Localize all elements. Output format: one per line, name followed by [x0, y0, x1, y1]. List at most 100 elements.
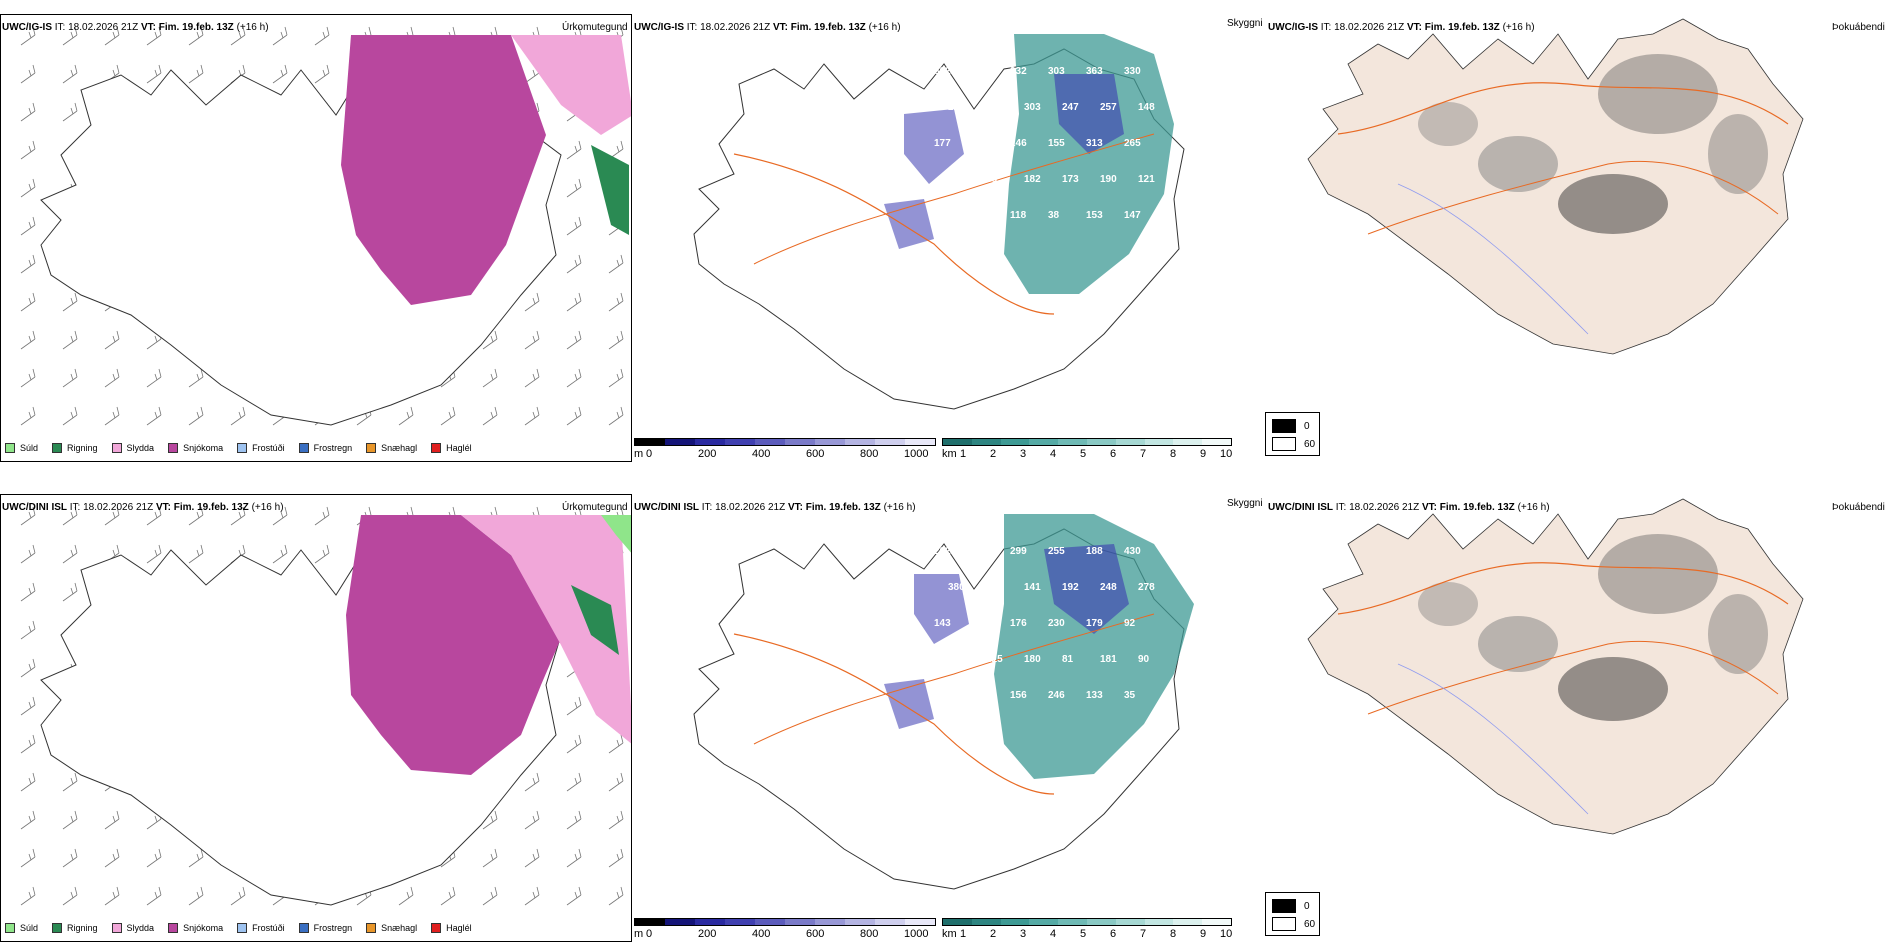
wind-barb — [566, 810, 582, 830]
wind-barb — [314, 544, 330, 564]
wind-barb — [104, 406, 120, 426]
cloud-base-value: 188 — [1086, 546, 1103, 557]
cloud-base-value: 35 — [1124, 690, 1136, 701]
precip-type-panel-2: Súld Rigning Slydda Snjókoma Frostúði Fr… — [0, 494, 632, 942]
cloud-base-value: 121 — [1138, 174, 1155, 185]
cloud-base-value: 781 — [986, 582, 1003, 593]
panel-title-2a: UWC/DINI ISL IT: 18.02.2026 21Z VT: Fim.… — [2, 502, 284, 513]
wind-barb — [566, 216, 582, 236]
cloud-base-value: 247 — [1062, 102, 1079, 113]
panel-variable-1a: Úrkomutegund — [562, 22, 628, 33]
wind-barb — [482, 406, 498, 426]
visibility-panel-1: 862 287 232 303 363 330 226 82 303 247 257 148 177 15… — [634, 14, 1266, 462]
wind-barb — [146, 848, 162, 868]
cloud-base-value: 255 — [1048, 546, 1065, 557]
cloud-base-value: 257 — [1100, 102, 1117, 113]
wind-barb — [62, 886, 78, 906]
wind-barb — [104, 810, 120, 830]
low-vis-area — [1004, 34, 1174, 294]
wind-barb — [524, 810, 540, 830]
precip-type-panel-1: Súld Rigning Slydda Snjókoma Frostúði Fr… — [0, 14, 632, 462]
cloud-base-value: 38 — [1048, 210, 1060, 221]
cloud-base-value: 313 — [1086, 138, 1103, 149]
legend-freezing-drizzle: Frostúði — [237, 443, 285, 453]
wind-barb — [230, 26, 246, 46]
cloud-base-value: 87 — [972, 210, 984, 221]
legend-snow: Snjókoma — [168, 443, 223, 453]
wind-barb — [62, 544, 78, 564]
wind-barb — [20, 216, 36, 236]
wind-barb — [62, 102, 78, 122]
wind-barb — [524, 772, 540, 792]
cloud-ceiling-area — [1044, 544, 1129, 634]
cloud-base-value: 262 — [934, 546, 951, 557]
legend-graupel: Snæhagl — [366, 443, 417, 453]
cloud-base-value: 299 — [1010, 546, 1027, 557]
legend-rain: Rigning — [52, 923, 98, 933]
cloud-base-value: 162 — [972, 618, 989, 629]
wind-barb — [188, 506, 204, 526]
cloud-base-value: 152 — [934, 690, 951, 701]
cloud-base-value: 177 — [934, 138, 951, 149]
cloud-base-value: 176 — [1010, 618, 1027, 629]
wind-barb — [566, 772, 582, 792]
wind-barb — [62, 582, 78, 602]
wind-barb — [62, 506, 78, 526]
wind-barb — [20, 886, 36, 906]
wind-barb — [20, 292, 36, 312]
wind-barb — [104, 886, 120, 906]
wind-barb — [482, 810, 498, 830]
cloud-base-value: 330 — [1124, 66, 1141, 77]
cloud-base-value: 232 — [1010, 66, 1027, 77]
cloud-base-value: 380 — [948, 582, 965, 593]
wind-barb — [188, 886, 204, 906]
legend-sleet: Slydda — [111, 923, 154, 933]
legend-drizzle: Súld — [5, 443, 38, 453]
sleet-area — [511, 35, 631, 135]
cloud-base-value: 133 — [1086, 690, 1103, 701]
wind-barb — [566, 178, 582, 198]
wind-barb — [188, 64, 204, 84]
visibility-map-1: 862 287 232 303 363 330 226 82 303 247 257 148 177 15… — [693, 34, 1185, 410]
cloud-base-value: 430 — [1124, 546, 1141, 557]
wind-barb — [524, 886, 540, 906]
precip-map-1 — [20, 26, 631, 426]
wind-barb — [62, 26, 78, 46]
cloud-base-value: 363 — [1086, 66, 1103, 77]
snow-area — [341, 35, 546, 305]
cloud-base-value: 226 — [948, 102, 965, 113]
cloud-base-value: 154 — [948, 246, 965, 257]
wind-barb — [314, 64, 330, 84]
visibility-map-2: 262 173 299 255 188 430 380 781 141 192 248 278 143 1… — [693, 514, 1194, 890]
wind-barb — [146, 886, 162, 906]
panel-title-1a: UWC/IG-IS IT: 18.02.2026 21Z VT: Fim. 19… — [2, 22, 269, 33]
legend-hail: Haglél — [431, 443, 472, 453]
wind-barb — [20, 582, 36, 602]
fog-key-2: 0 60 — [1265, 892, 1320, 936]
cloud-base-value: 180 — [1024, 654, 1041, 665]
cloud-base-value: 181 — [1100, 654, 1117, 665]
visibility-colorbar-2: km 1 2 3 4 5 6 7 8 9 10 — [942, 918, 1232, 942]
legend-hail: Haglél — [431, 923, 472, 933]
snow-area — [346, 515, 571, 775]
wind-barb — [20, 734, 36, 754]
cloud-base-value: 90 — [1138, 654, 1150, 665]
cloud-base-value: 56 — [934, 210, 946, 221]
wind-barb — [62, 772, 78, 792]
wind-barb — [188, 26, 204, 46]
cloud-base-value: 276 — [972, 690, 989, 701]
cloud-base-value: 303 — [1048, 66, 1065, 77]
wind-barb — [20, 64, 36, 84]
precip-legend: Súld Rigning Slydda Snjókoma Frostúði Fr… — [5, 443, 486, 453]
wind-barb — [482, 886, 498, 906]
cloud-base-value: 278 — [1138, 582, 1155, 593]
wind-barb — [230, 506, 246, 526]
wind-barb — [146, 26, 162, 46]
wind-barb — [398, 406, 414, 426]
wind-barb — [20, 772, 36, 792]
wind-barb — [608, 368, 624, 388]
wind-barb — [62, 810, 78, 830]
visibility-colorbar-1: km 1 2 3 4 5 6 7 8 9 10 — [942, 438, 1232, 462]
wind-barb — [20, 26, 36, 46]
fog-panel-2 — [1268, 494, 1900, 894]
